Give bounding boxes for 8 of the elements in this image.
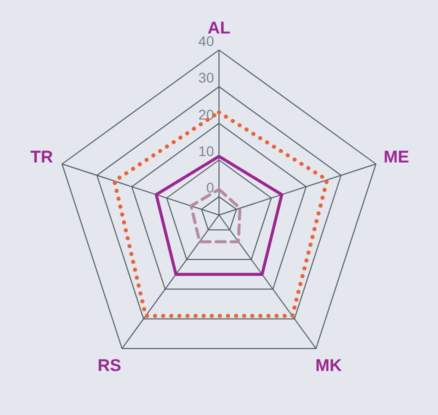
y-tick-label: 0: [206, 180, 214, 196]
y-tick-label: 30: [198, 70, 214, 86]
spoke-label: TR: [30, 147, 54, 166]
spoke-label: ME: [384, 147, 410, 166]
spoke-label: MK: [315, 356, 343, 375]
y-tick-label: 40: [198, 33, 214, 49]
spoke-label: RS: [98, 356, 122, 375]
y-tick-label: 10: [198, 143, 214, 159]
